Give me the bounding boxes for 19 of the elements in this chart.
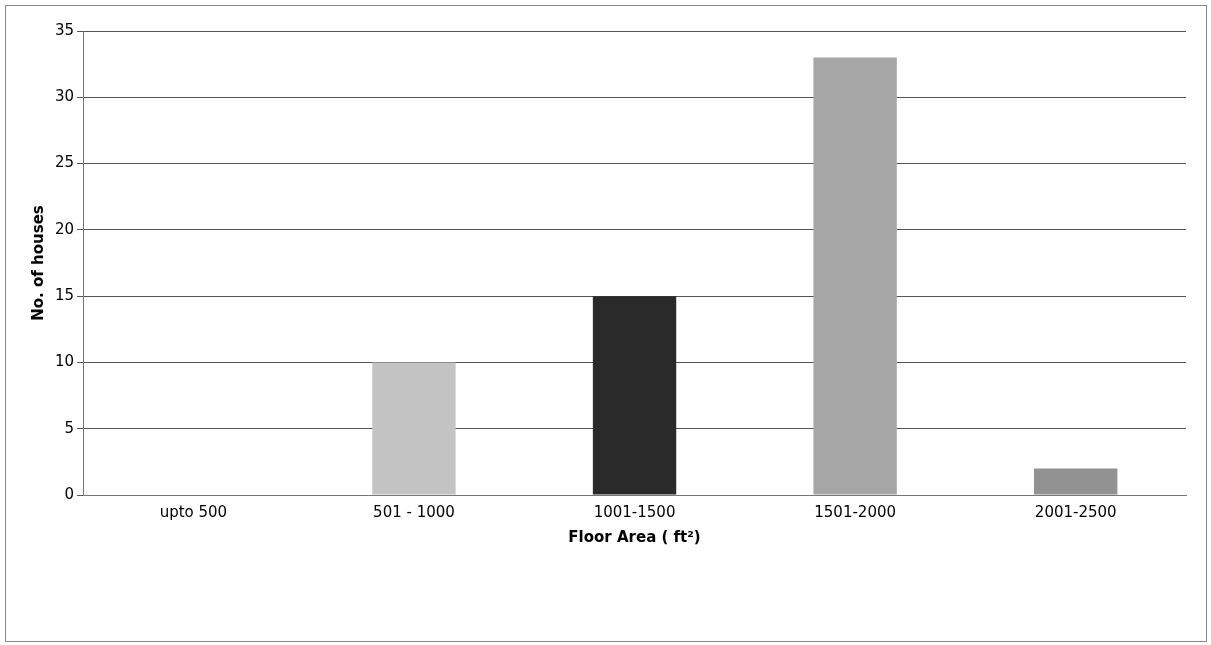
y-tick-label: 15 [54, 286, 75, 305]
x-tick-label: upto 500 [159, 502, 228, 521]
bar [1034, 468, 1118, 495]
bar [813, 57, 897, 495]
y-tick-label: 5 [64, 418, 75, 437]
x-tick-label: 1001-1500 [593, 502, 676, 521]
x-tick-label: 501 - 1000 [373, 502, 455, 521]
y-tick-label: 35 [54, 20, 75, 39]
bar [592, 296, 677, 495]
x-tick-label: 2001-2500 [1034, 502, 1117, 521]
y-tick-label: 0 [64, 484, 75, 503]
y-tick-label: 30 [54, 87, 75, 106]
x-axis-title: Floor Area ( ft²) [568, 527, 701, 546]
y-tick-label: 20 [54, 219, 75, 238]
y-tick-label: 25 [54, 153, 75, 172]
y-axis-title: No. of houses [28, 205, 47, 321]
bar [372, 362, 456, 495]
y-tick-label: 10 [54, 352, 75, 371]
x-tick-label: 1501-2000 [814, 502, 897, 521]
